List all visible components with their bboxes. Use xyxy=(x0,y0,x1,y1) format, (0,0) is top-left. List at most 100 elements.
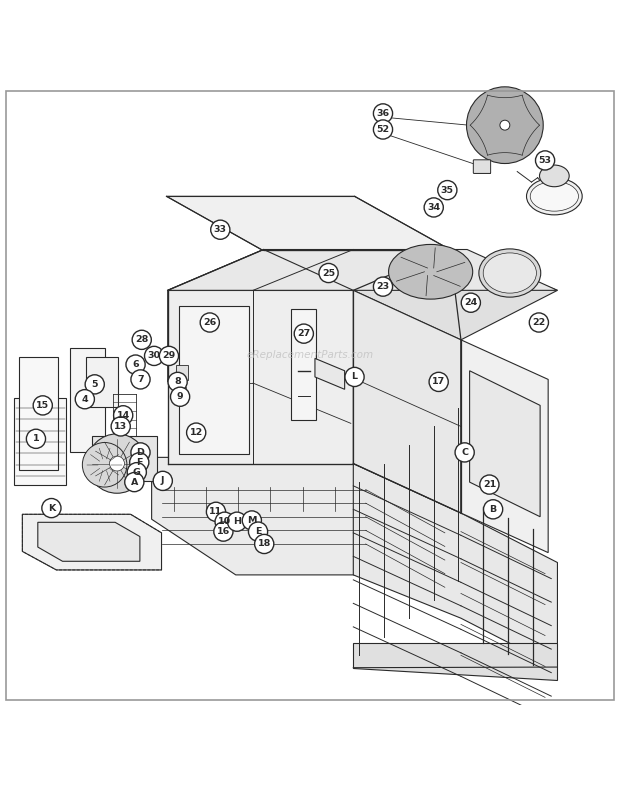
Circle shape xyxy=(111,417,130,436)
Circle shape xyxy=(42,498,61,517)
Circle shape xyxy=(249,522,268,541)
Circle shape xyxy=(480,475,499,494)
Text: 5: 5 xyxy=(92,380,98,389)
Polygon shape xyxy=(92,437,157,481)
Polygon shape xyxy=(19,358,58,470)
Text: G: G xyxy=(133,467,141,477)
Polygon shape xyxy=(152,457,461,575)
Circle shape xyxy=(211,220,230,240)
Circle shape xyxy=(168,373,187,392)
Text: 12: 12 xyxy=(190,428,203,437)
Text: H: H xyxy=(233,517,241,526)
Polygon shape xyxy=(353,464,557,668)
Text: 8: 8 xyxy=(174,377,181,386)
Polygon shape xyxy=(22,514,162,570)
Text: 36: 36 xyxy=(376,109,389,118)
Text: E: E xyxy=(255,527,261,536)
Polygon shape xyxy=(168,249,450,290)
Circle shape xyxy=(82,442,127,487)
Circle shape xyxy=(373,120,392,139)
Polygon shape xyxy=(14,398,66,485)
Circle shape xyxy=(294,324,313,343)
Text: 22: 22 xyxy=(532,318,546,327)
Circle shape xyxy=(215,512,234,532)
Polygon shape xyxy=(291,309,316,420)
Circle shape xyxy=(200,313,219,332)
Circle shape xyxy=(75,390,94,409)
Circle shape xyxy=(424,198,443,217)
Circle shape xyxy=(110,456,125,471)
Circle shape xyxy=(461,293,480,312)
Bar xyxy=(176,365,187,380)
Circle shape xyxy=(345,367,364,387)
Circle shape xyxy=(455,443,474,462)
Circle shape xyxy=(466,87,543,164)
Text: K: K xyxy=(48,504,55,513)
Text: 1: 1 xyxy=(33,434,39,443)
Circle shape xyxy=(187,423,206,442)
Circle shape xyxy=(484,500,503,519)
Polygon shape xyxy=(353,249,557,340)
Circle shape xyxy=(27,430,45,448)
Ellipse shape xyxy=(526,178,582,215)
Text: C: C xyxy=(461,448,468,457)
Circle shape xyxy=(87,433,147,494)
Ellipse shape xyxy=(389,244,472,299)
Ellipse shape xyxy=(530,181,578,211)
Circle shape xyxy=(144,346,164,365)
Circle shape xyxy=(153,471,172,490)
Text: M: M xyxy=(247,516,257,525)
Ellipse shape xyxy=(539,165,569,187)
Text: D: D xyxy=(136,448,144,457)
Polygon shape xyxy=(353,290,461,513)
Text: eReplacementParts.com: eReplacementParts.com xyxy=(246,350,374,360)
Text: 21: 21 xyxy=(483,480,496,489)
Text: 27: 27 xyxy=(297,329,311,338)
Text: 17: 17 xyxy=(432,377,445,386)
Text: 7: 7 xyxy=(137,375,144,384)
Circle shape xyxy=(130,452,149,472)
Text: 24: 24 xyxy=(464,298,477,307)
Text: 53: 53 xyxy=(539,156,552,165)
Circle shape xyxy=(125,472,144,492)
Circle shape xyxy=(159,346,179,365)
Circle shape xyxy=(255,535,274,554)
Circle shape xyxy=(373,104,392,123)
Text: 30: 30 xyxy=(148,351,161,361)
Polygon shape xyxy=(469,371,540,517)
Text: 9: 9 xyxy=(177,392,184,401)
Text: 23: 23 xyxy=(376,282,389,291)
Circle shape xyxy=(206,502,226,521)
Text: L: L xyxy=(352,373,358,381)
Bar xyxy=(177,387,186,397)
Text: 13: 13 xyxy=(114,422,127,431)
Circle shape xyxy=(132,330,151,350)
Text: 4: 4 xyxy=(81,395,88,403)
Circle shape xyxy=(429,373,448,392)
Ellipse shape xyxy=(479,249,541,297)
Text: F: F xyxy=(136,458,143,467)
Text: A: A xyxy=(131,478,138,486)
Polygon shape xyxy=(168,249,264,382)
Circle shape xyxy=(170,387,190,407)
Polygon shape xyxy=(168,290,353,464)
Text: J: J xyxy=(161,476,164,486)
Polygon shape xyxy=(179,306,249,454)
Text: 26: 26 xyxy=(203,318,216,327)
Text: 16: 16 xyxy=(217,527,230,536)
Circle shape xyxy=(242,511,262,530)
Text: 18: 18 xyxy=(257,539,271,548)
Circle shape xyxy=(127,463,146,482)
Polygon shape xyxy=(70,349,105,452)
Text: 52: 52 xyxy=(376,125,389,134)
Text: 28: 28 xyxy=(135,335,148,344)
Circle shape xyxy=(228,512,247,532)
Polygon shape xyxy=(315,358,345,389)
Text: 10: 10 xyxy=(218,517,231,526)
Text: 35: 35 xyxy=(441,186,454,195)
Circle shape xyxy=(214,522,233,541)
Polygon shape xyxy=(167,196,451,250)
Text: B: B xyxy=(490,505,497,514)
Text: 11: 11 xyxy=(210,507,223,517)
Text: 34: 34 xyxy=(427,203,440,212)
